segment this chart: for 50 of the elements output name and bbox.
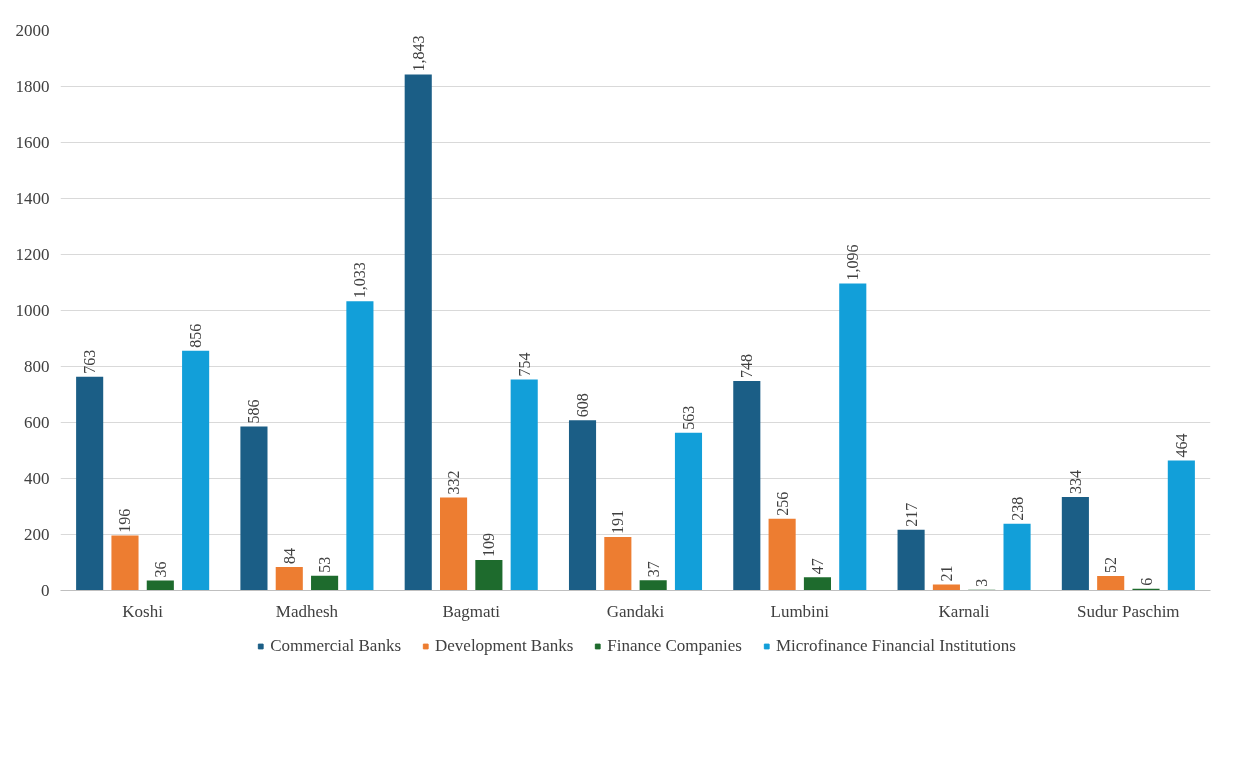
y-tick-label: 1000	[15, 301, 50, 320]
y-tick-label: 200	[24, 525, 50, 544]
data-label: 754	[515, 352, 533, 377]
data-label: 856	[187, 323, 205, 348]
y-tick-label: 1400	[15, 189, 50, 208]
y-tick-label: 0	[41, 581, 50, 600]
data-label: 196	[116, 508, 134, 533]
data-label: 1,033	[351, 262, 369, 299]
data-label: 3	[973, 578, 991, 587]
y-tick-label: 1200	[15, 245, 50, 264]
data-label: 332	[445, 470, 463, 495]
data-label: 748	[738, 354, 756, 379]
data-label: 608	[574, 393, 592, 418]
data-label: 238	[1008, 496, 1026, 521]
y-tick-label: 2000	[15, 21, 50, 40]
data-label: 217	[902, 502, 920, 527]
y-tick-label: 800	[24, 357, 50, 376]
y-tick-label: 1600	[15, 133, 50, 152]
x-tick-label: Bagmati	[442, 601, 501, 621]
data-label: 6	[1137, 577, 1155, 586]
data-label: 52	[1102, 556, 1120, 573]
data-label: 47	[808, 558, 826, 575]
legend-label: Microfinance Financial Institutions	[775, 635, 1016, 656]
y-tick-label: 400	[24, 469, 50, 488]
x-tick-label: Koshi	[122, 601, 164, 621]
data-label: 464	[1172, 433, 1190, 458]
legend-label: Commercial Banks	[270, 635, 402, 656]
data-label: 84	[280, 547, 298, 564]
data-label: 53	[316, 556, 334, 573]
data-label: 586	[245, 399, 263, 424]
data-label: 334	[1066, 469, 1084, 494]
y-tick-label: 1800	[15, 77, 50, 96]
legend-label: Finance Companies	[607, 635, 742, 656]
data-label: 1,843	[409, 35, 427, 72]
legend-label: Development Banks	[435, 635, 574, 656]
x-tick-label: Karnali	[938, 601, 990, 621]
data-label: 763	[81, 349, 99, 374]
data-label: 563	[679, 405, 697, 430]
x-tick-label: Sudur Paschim	[1077, 601, 1180, 621]
y-tick-label: 600	[24, 413, 50, 432]
x-tick-label: Madhesh	[275, 601, 339, 621]
data-label: 109	[480, 532, 498, 557]
data-label: 256	[773, 491, 791, 516]
x-tick-label: Lumbini	[770, 601, 830, 621]
data-label: 36	[151, 561, 169, 578]
data-label: 21	[937, 565, 955, 582]
data-label: 37	[644, 561, 662, 578]
data-label: 1,096	[844, 244, 862, 281]
data-label: 191	[609, 510, 627, 535]
x-tick-label: Gandaki	[606, 601, 665, 621]
